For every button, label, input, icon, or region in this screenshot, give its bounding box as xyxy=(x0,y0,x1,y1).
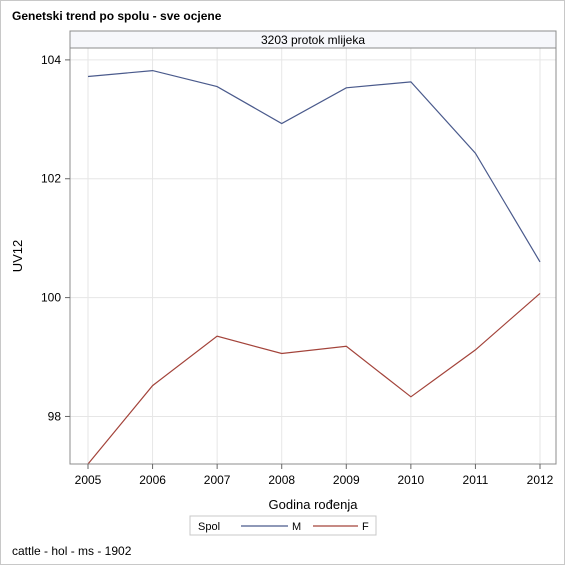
legend: Spol M F xyxy=(189,515,377,536)
y-axis: 98 100 102 104 xyxy=(41,53,70,423)
x-axis: 2005 2006 2007 2008 2009 2010 2011 2012 xyxy=(75,464,554,487)
x-tick-label: 2012 xyxy=(527,473,554,487)
series-lines xyxy=(87,69,541,465)
footnote: cattle - hol - ms - 1902 xyxy=(12,544,132,558)
x-tick-label: 2010 xyxy=(398,473,425,487)
x-tick-label: 2011 xyxy=(463,473,489,487)
y-tick-label: 102 xyxy=(41,172,61,186)
x-axis-label: Godina rođenja xyxy=(269,497,359,512)
series-line-m xyxy=(87,69,541,263)
x-tick-label: 2005 xyxy=(75,473,102,487)
panel-label: 3203 protok mlijeka xyxy=(261,33,365,47)
x-tick-label: 2007 xyxy=(204,473,231,487)
series-line-f xyxy=(87,292,541,465)
y-tick-label: 100 xyxy=(41,291,61,305)
grid-lines xyxy=(70,48,556,464)
legend-entry-f: F xyxy=(362,521,369,533)
plot-area-border xyxy=(69,47,557,465)
y-axis-label: UV12 xyxy=(10,240,25,273)
chart-title: Genetski trend po spolu - sve ocjene xyxy=(12,9,222,23)
y-tick-label: 98 xyxy=(48,409,62,423)
x-tick-label: 2009 xyxy=(333,473,360,487)
y-tick-label: 104 xyxy=(41,53,61,67)
x-tick-label: 2008 xyxy=(268,473,295,487)
x-tick-label: 2006 xyxy=(139,473,166,487)
legend-title: Spol xyxy=(198,521,220,533)
panel-header: 3203 protok mlijeka xyxy=(69,30,557,49)
legend-entry-m: M xyxy=(292,521,301,533)
